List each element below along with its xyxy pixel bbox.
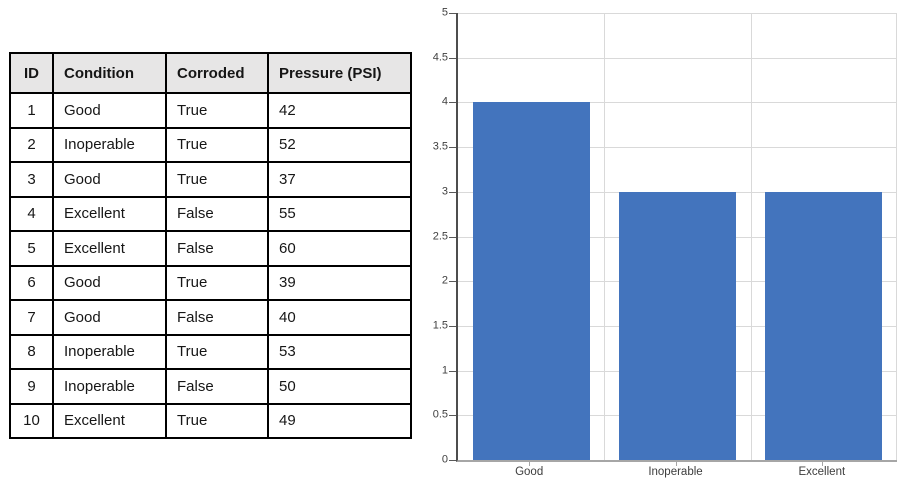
column-header: Pressure (PSI) [267, 52, 412, 94]
y-axis-tick-label: 2.5 [432, 230, 448, 242]
table-cell: Inoperable [52, 368, 167, 405]
table-cell: False [165, 230, 269, 267]
table-row: 10 Excellent True 49 [9, 402, 412, 439]
h-gridline [458, 57, 897, 59]
table-cell: 39 [267, 264, 412, 301]
table-header-row: ID Condition Corroded Pressure (PSI) [9, 52, 412, 94]
table-cell: 60 [267, 230, 412, 267]
table-cell: 5 [9, 230, 54, 267]
table-cell: True [165, 161, 269, 198]
table-cell: 53 [267, 333, 412, 370]
table-row: 6 Good True 39 [9, 264, 412, 301]
table-cell: Inoperable [52, 126, 167, 163]
x-axis-tick-mark [821, 461, 823, 466]
x-axis-category-label: Inoperable [648, 466, 703, 478]
bar-chart: 0 0.5 1 1.5 2 2.5 3 3.5 4 4.5 5 Good Inoperable Excel… [420, 0, 904, 487]
y-axis-tick-label: 1.5 [432, 319, 448, 332]
table-cell: True [165, 402, 269, 439]
table-cell: Good [52, 299, 167, 336]
y-axis-tick-label: 0 [441, 453, 448, 466]
table-cell: False [165, 195, 269, 232]
y-axis-tick-label: 2 [441, 274, 448, 287]
table-cell: Good [52, 92, 167, 129]
table-cell: 1 [9, 92, 54, 129]
h-gridline [458, 147, 897, 149]
column-header: ID [9, 52, 54, 94]
table-row: 5 Excellent False 60 [9, 230, 412, 267]
table-row: 9 Inoperable False 50 [9, 368, 412, 405]
data-table: ID Condition Corroded Pressure (PSI) 1 Good T… [9, 52, 412, 439]
table-row: 3 Good True 37 [9, 161, 412, 198]
x-axis-category-label: Excellent [798, 466, 846, 478]
y-axis-tick-mark [449, 57, 456, 59]
table-cell: Inoperable [52, 333, 167, 370]
table-cell: 4 [9, 195, 54, 232]
y-axis-tick-mark [449, 460, 456, 461]
table-row: 2 Inoperable True 52 [9, 126, 412, 163]
y-axis-tick-mark [449, 281, 456, 283]
table-cell: 37 [267, 161, 412, 198]
y-axis-tick-mark [449, 236, 456, 238]
y-axis-tick-mark [449, 147, 456, 149]
y-axis-tick-label: 3.5 [432, 140, 448, 153]
table-body: 1 Good True 42 2 Inoperable True 52 3 Good True 37 4… [9, 92, 412, 439]
v-gridline [896, 13, 897, 460]
y-axis-tick-mark [449, 415, 456, 417]
table-cell: True [165, 264, 269, 301]
y-axis-tick-label: 1 [441, 364, 448, 377]
x-axis-tick-mark [675, 461, 677, 466]
table-cell: Excellent [52, 402, 167, 439]
column-header: Corroded [165, 52, 269, 94]
table-row: 1 Good True 42 [9, 92, 412, 129]
y-axis-tick-label: 5 [441, 6, 448, 19]
y-axis-tick-label: 4 [441, 95, 448, 108]
table-cell: 7 [9, 299, 54, 336]
table-cell: Good [52, 264, 167, 301]
table-row: 4 Excellent False 55 [9, 195, 412, 232]
y-axis-tick-label: 4.5 [432, 51, 448, 64]
table-cell: True [165, 126, 269, 163]
table-cell: False [165, 368, 269, 405]
bar-inoperable [618, 191, 737, 460]
h-gridline [458, 102, 897, 104]
bar-good [472, 102, 590, 460]
y-axis-tick-mark [449, 13, 456, 14]
y-axis-tick-label: 3 [441, 185, 448, 198]
y-axis-tick-mark [449, 370, 456, 372]
table-cell: Excellent [52, 195, 167, 232]
table-cell: 52 [267, 126, 412, 163]
x-axis-category-label: Good [515, 466, 544, 478]
table-row: 7 Good False 40 [9, 299, 412, 336]
table-row: 8 Inoperable True 53 [9, 333, 412, 370]
column-header: Condition [52, 52, 167, 94]
table-cell: 2 [9, 126, 54, 163]
table-cell: False [165, 299, 269, 336]
table-cell: 8 [9, 333, 54, 370]
table-cell: True [165, 92, 269, 129]
y-axis-tick-mark [449, 102, 456, 104]
table-cell: 9 [9, 368, 54, 405]
table-cell: 6 [9, 264, 54, 301]
plot-area [456, 13, 897, 462]
table-cell: 55 [267, 195, 412, 232]
table-cell: Good [52, 161, 167, 198]
x-axis-tick-mark [529, 461, 531, 466]
table-cell: 3 [9, 161, 54, 198]
y-axis-tick-mark [449, 325, 456, 327]
table-cell: 42 [267, 92, 412, 129]
table-cell: 10 [9, 402, 54, 439]
v-gridline [750, 13, 752, 460]
table-cell: True [165, 333, 269, 370]
y-axis-tick-label: 0.5 [432, 408, 448, 421]
table-cell: Excellent [52, 230, 167, 267]
table-cell: 40 [267, 299, 412, 336]
table-cell: 49 [267, 402, 412, 439]
h-gridline [458, 13, 897, 14]
y-axis-tick-mark [449, 191, 456, 193]
table-cell: 50 [267, 368, 412, 405]
v-gridline [604, 13, 606, 460]
bar-excellent [765, 191, 883, 460]
